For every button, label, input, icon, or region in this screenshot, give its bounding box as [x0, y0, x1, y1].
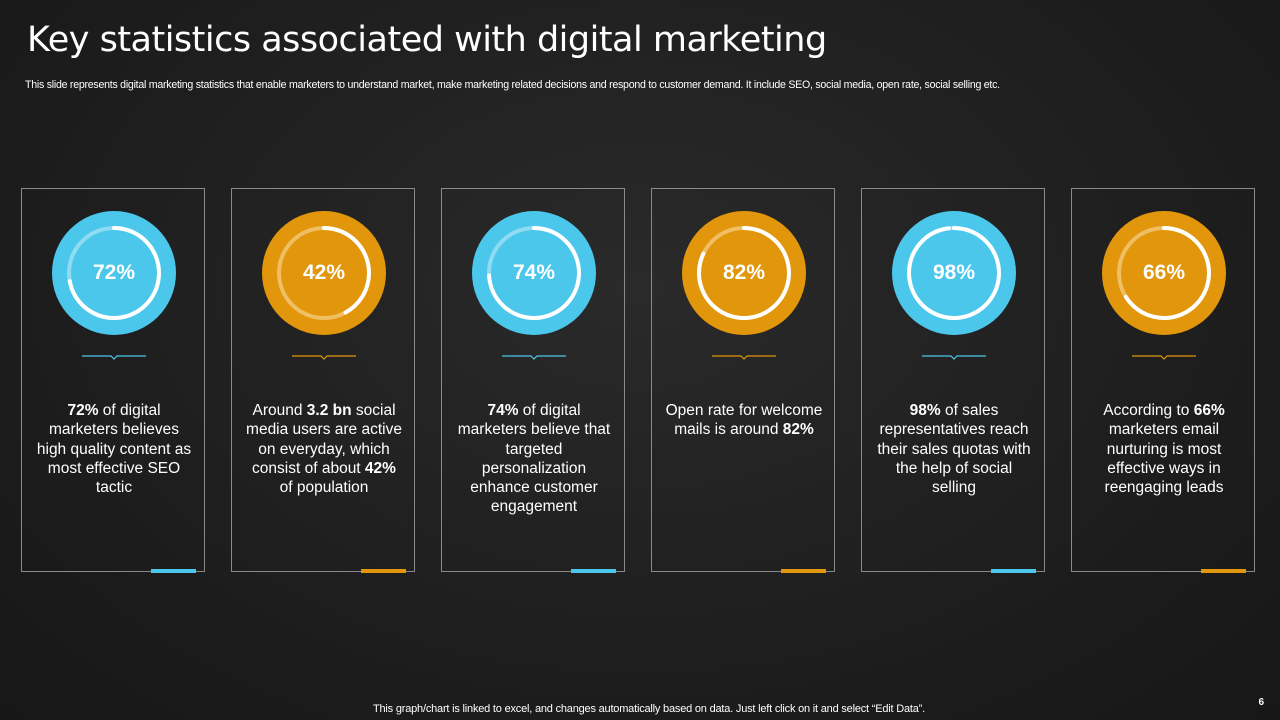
divider-notch	[82, 355, 146, 360]
stat-card: 42% Around 3.2 bn social media users are …	[231, 188, 415, 573]
stat-description: 72% of digital marketers believes high q…	[34, 401, 194, 497]
gauge-progress-arc	[1117, 226, 1211, 320]
gauge-graphic	[1102, 211, 1226, 335]
accent-bar	[151, 569, 196, 573]
highlight-value: 98%	[909, 402, 941, 419]
accent-bar	[991, 569, 1036, 573]
description-text: of digital marketers believe that target…	[457, 402, 611, 516]
gauge-graphic	[262, 211, 386, 335]
highlight-value: 66%	[1193, 402, 1225, 419]
stat-description: 98% of sales representatives reach their…	[874, 401, 1034, 497]
divider-notch	[292, 355, 356, 360]
slide-subtitle: This slide represents digital marketing …	[25, 79, 1000, 91]
description-text: Open rate for welcome mails is around	[665, 402, 823, 439]
divider-notch	[712, 355, 776, 360]
description-text: marketers email nurturing is most effect…	[1104, 421, 1224, 497]
stat-card: 82% Open rate for welcome mails is around…	[651, 188, 835, 573]
percent-gauge: 74%	[472, 211, 596, 335]
highlight-value: 3.2 bn	[306, 402, 352, 419]
stat-card: 74% 74% of digital marketers believe that…	[441, 188, 625, 573]
page-number: 6	[1258, 697, 1264, 708]
gauge-graphic	[52, 211, 176, 335]
highlight-value: 42%	[364, 459, 396, 477]
accent-bar	[1201, 569, 1246, 573]
stat-description: Around 3.2 bn social media users are act…	[244, 401, 404, 497]
gauge-progress-arc	[487, 226, 581, 320]
description-text: social media users are active on everyda…	[246, 402, 402, 477]
accent-bar	[361, 569, 406, 573]
slide-title: Key statistics associated with digital m…	[27, 20, 827, 60]
percent-label: 98%	[932, 261, 976, 284]
description-text: According to	[1103, 402, 1194, 419]
gauge-progress-arc	[907, 226, 1001, 320]
gauge-progress-arc	[277, 226, 371, 320]
percent-gauge: 42%	[262, 211, 386, 335]
stat-card: 72% 72% of digital marketers believes hig…	[21, 188, 205, 573]
highlight-value: 82%	[782, 421, 814, 439]
percent-label: 74%	[512, 261, 556, 284]
percent-label: 66%	[1142, 261, 1186, 284]
divider-notch	[1132, 355, 1196, 360]
percent-gauge: 82%	[682, 211, 806, 335]
divider-notch	[922, 355, 986, 360]
percent-gauge: 98%	[892, 211, 1016, 335]
description-text: of population	[279, 479, 369, 497]
description-text: of digital marketers believes high quali…	[36, 402, 192, 497]
footer-note: This graph/chart is linked to excel, and…	[373, 703, 925, 715]
divider-notch	[502, 355, 566, 360]
gauge-progress-arc	[697, 226, 791, 320]
gauge-graphic	[682, 211, 806, 335]
percent-label: 42%	[302, 261, 346, 284]
percent-label: 82%	[722, 261, 766, 284]
accent-bar	[781, 569, 826, 573]
accent-bar	[571, 569, 616, 573]
gauge-graphic	[892, 211, 1016, 335]
stat-card: 98% 98% of sales representatives reach th…	[861, 188, 1045, 573]
highlight-value: 72%	[67, 402, 99, 419]
description-text: of sales representatives reach their sal…	[877, 402, 1031, 497]
stat-card: 66% According to 66% marketers email nurt…	[1071, 188, 1255, 573]
gauge-progress-arc	[67, 226, 161, 320]
description-text: Around	[252, 402, 307, 419]
percent-gauge: 72%	[52, 211, 176, 335]
percent-label: 72%	[92, 261, 136, 284]
gauge-graphic	[472, 211, 596, 335]
highlight-value: 74%	[487, 402, 519, 419]
percent-gauge: 66%	[1102, 211, 1226, 335]
stat-description: According to 66% marketers email nurturi…	[1084, 401, 1244, 497]
stat-description: 74% of digital marketers believe that ta…	[454, 401, 614, 517]
stat-description: Open rate for welcome mails is around 82…	[664, 401, 824, 440]
